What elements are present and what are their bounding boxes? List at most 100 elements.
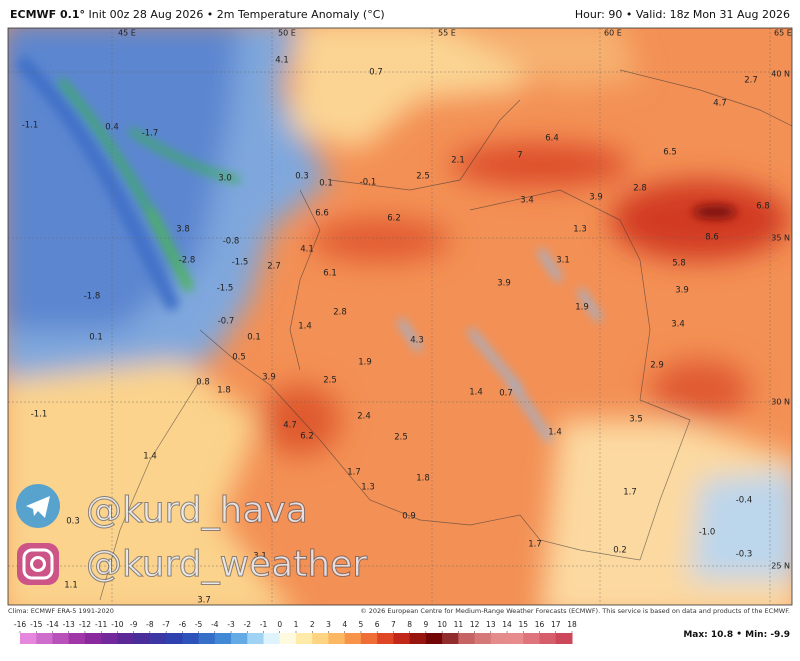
map-value-label: 6.8 [756,202,770,212]
colorbar-label: -5 [195,620,203,629]
colorbar-label: 18 [567,620,577,629]
map-value-label: 3.9 [589,193,603,203]
colorbar-label: 11 [454,620,464,629]
map-value-label: 2.5 [323,376,337,386]
map-value-label: 3.9 [497,279,511,289]
colorbar-swatch [84,633,102,644]
map-value-label: 0.4 [105,123,119,133]
map-value-label: 8.6 [705,233,719,243]
longitude-label: 55 E [438,29,456,38]
map-value-label: 2.9 [650,361,664,371]
latitude-label: 30 N [771,398,790,407]
colorbar-label: 4 [342,620,347,629]
latitude-label: 40 N [771,70,790,79]
colorbar-label: -11 [95,620,107,629]
colorbar-label: 14 [502,620,512,629]
colorbar-swatch [328,633,346,644]
map-value-label: -0.4 [736,496,753,506]
colorbar-label: 5 [359,620,364,629]
colorbar-swatch [279,633,297,644]
map-value-label: 6.4 [545,134,559,144]
map: 4.1 0.7 -1.1 0.4 -1.7 4.7 2.7 6.4 7 6.5 2.1 3.0 0.3 0… [8,28,792,605]
colorbar-swatch [198,633,216,644]
map-value-label: 2.1 [451,156,465,166]
colorbar-label: 12 [470,620,480,629]
map-value-label: 2.8 [633,184,647,194]
colorbar-swatch [52,633,70,644]
map-value-label: 5.8 [672,259,686,269]
map-value-label: -2.8 [179,256,196,266]
colorbar-label: -2 [244,620,252,629]
colorbar-swatch [133,633,151,644]
colorbar-swatch [474,633,492,644]
map-value-label: -1.5 [217,284,234,294]
title: ECMWF 0.1° Init 00z 28 Aug 2026 • 2m Tem… [10,8,385,21]
watermark: @kurd_hava [86,490,308,531]
map-value-label: 0.7 [369,68,383,78]
colorbar-label: -10 [111,620,123,629]
map-value-label: 0.3 [295,172,309,182]
map-value-label: 0.1 [319,179,333,189]
latitude-label: 25 N [771,562,790,571]
map-value-label: -1.1 [31,410,48,420]
map-value-label: 3.4 [520,196,534,206]
map-value-label: 2.5 [394,433,408,443]
colorbar-label: 1 [294,620,299,629]
map-value-label: 6.5 [663,148,677,158]
map-value-label: 4.1 [300,245,314,255]
map-value-label: 0.5 [232,353,246,363]
map-value-label: 6.2 [387,214,401,224]
map-value-label: 2.8 [333,308,347,318]
map-value-label: 1.4 [469,388,483,398]
colorbar-label: -12 [79,620,91,629]
latitude-label: 35 N [771,234,790,243]
climate-note: Clima: ECMWF ERA-5 1991-2020 [8,607,114,615]
map-value-label: -0.7 [218,317,235,327]
colorbar-swatch [458,633,476,644]
map-value-label: 0.1 [247,333,261,343]
map-value-label: 1.3 [573,225,587,235]
map-value-label: -0.3 [736,550,753,560]
colorbar-label: -13 [63,620,75,629]
valid-time: Hour: 90 • Valid: 18z Mon 31 Aug 2026 [575,8,790,21]
longitude-label: 60 E [604,29,622,38]
map-value-label: 1.9 [358,358,372,368]
colorbar-swatch [507,633,524,644]
colorbar-swatch [377,633,394,644]
colorbar-label: -7 [162,620,170,629]
map-value-label: -1.7 [142,129,159,139]
watermark: @kurd_weather [86,544,367,585]
colorbar-swatch [182,633,200,644]
map-value-label: 3.8 [176,225,190,235]
colorbar-swatch [490,633,508,644]
longitude-label: 65 E [774,29,792,38]
colorbar-swatch [555,633,573,644]
map-value-label: 1.8 [416,474,430,484]
map-value-label: 1.9 [575,303,589,313]
map-value-label: 1.8 [217,386,231,396]
map-value-label: 1.7 [528,540,542,550]
map-value-label: 4.7 [283,421,297,431]
map-value-label: 1.7 [347,468,361,478]
colorbar-label: -6 [179,620,187,629]
colorbar-label: -1 [260,620,268,629]
colorbar-swatch [344,633,362,644]
map-value-label: 3.9 [675,286,689,296]
colorbar-swatch [539,633,557,644]
colorbar-swatch [68,633,86,644]
map-value-label: 4.3 [410,336,424,346]
map-value-label: 3.1 [253,552,267,562]
map-value-label: 6.2 [300,432,314,442]
colorbar-swatch [231,633,248,644]
map-value-label: 2.7 [267,262,281,272]
map-value-label: 1.4 [548,428,562,438]
colorbar-swatch [247,633,265,644]
map-value-label: 0.2 [613,546,627,556]
map-value-label: 0.8 [196,378,210,388]
colorbar-swatch [36,633,53,644]
colorbar-swatch [523,633,541,644]
map-value-label: 3.1 [556,256,570,266]
map-value-label: -0.8 [223,237,240,247]
map-value-label: 0.1 [89,333,103,343]
